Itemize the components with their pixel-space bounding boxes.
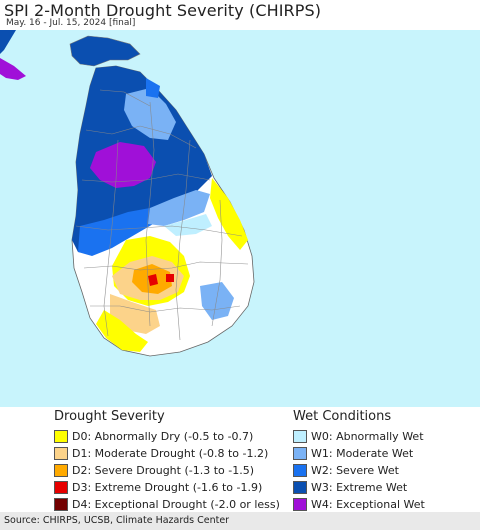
moderate-wet-band: [148, 190, 210, 226]
d1-label: D1: Moderate Drought (-0.8 to -1.2): [72, 446, 269, 460]
w0-swatch: [293, 429, 307, 443]
legend-item-w2: W2: Severe Wet: [293, 462, 399, 478]
district-boundaries: [75, 89, 249, 341]
abnormally-wet-band: [164, 214, 212, 236]
legend-item-d3: D3: Extreme Drought (-1.6 to -1.9): [54, 479, 262, 495]
central-extreme-drought-2: [166, 274, 174, 282]
w2-swatch: [293, 463, 307, 477]
legend-item-d4: D4: Exceptional Drought (-2.0 or less): [54, 496, 280, 512]
source-credit: Source: CHIRPS, UCSB, Climate Hazards Ce…: [4, 515, 230, 526]
d4-swatch: [54, 497, 68, 511]
legend-item-d0: D0: Abnormally Dry (-0.5 to -0.7): [54, 428, 253, 444]
d3-label: D3: Extreme Drought (-1.6 to -1.9): [72, 480, 263, 494]
legend-item-d2: D2: Severe Drought (-1.3 to -1.5): [54, 462, 254, 478]
footer-bar: Source: CHIRPS, UCSB, Climate Hazards Ce…: [0, 512, 480, 530]
legend-item-w4: W4: Exceptional Wet: [293, 496, 425, 512]
severe-wet-north: [146, 78, 160, 98]
w4-swatch: [293, 497, 307, 511]
southwest-dry: [96, 310, 148, 352]
central-extreme-drought: [148, 274, 158, 286]
legend-item-w1: W1: Moderate Wet: [293, 445, 413, 461]
d2-swatch: [54, 463, 68, 477]
legend-item-w3: W3: Extreme Wet: [293, 479, 407, 495]
india-coast-wet-region: [0, 30, 16, 54]
w1-label: W1: Moderate Wet: [311, 446, 414, 460]
drought-legend-title: Drought Severity: [54, 409, 165, 424]
legend-item-d1: D1: Moderate Drought (-0.8 to -1.2): [54, 445, 268, 461]
map-area: [0, 30, 480, 407]
southeast-moderate-wet: [200, 282, 234, 320]
d2-label: D2: Severe Drought (-1.3 to -1.5): [72, 463, 255, 477]
w4-label: W4: Exceptional Wet: [311, 497, 425, 511]
d1-swatch: [54, 446, 68, 460]
d3-swatch: [54, 480, 68, 494]
east-coast-dry: [210, 178, 248, 250]
w0-label: W0: Abnormally Wet: [311, 429, 424, 443]
w1-swatch: [293, 446, 307, 460]
exceptional-wet-core: [90, 142, 156, 188]
d0-label: D0: Abnormally Dry (-0.5 to -0.7): [72, 429, 254, 443]
d4-label: D4: Exceptional Drought (-2.0 or less): [72, 497, 280, 511]
w2-label: W2: Severe Wet: [311, 463, 399, 477]
w3-label: W3: Extreme Wet: [311, 480, 408, 494]
wet-legend-title: Wet Conditions: [293, 409, 392, 424]
legend-item-w0: W0: Abnormally Wet: [293, 428, 424, 444]
jaffna-peninsula: [69, 35, 141, 67]
d0-swatch: [54, 429, 68, 443]
w3-swatch: [293, 480, 307, 494]
sri-lanka-map: [0, 30, 255, 357]
india-coast-exceptional-wet: [0, 58, 26, 80]
map-title: SPI 2-Month Drought Severity (CHIRPS): [4, 1, 322, 20]
map-date-range: May. 16 - Jul. 15, 2024 [final]: [6, 18, 136, 28]
